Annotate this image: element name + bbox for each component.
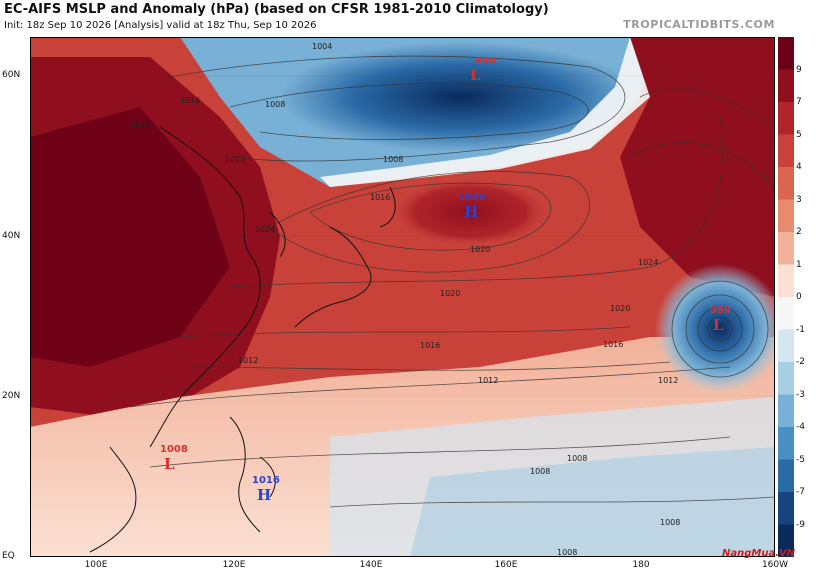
colorbar-swatch [778,362,794,395]
isobar-label: 1020 [610,304,630,313]
colorbar-label: 5 [796,129,802,140]
watermark-logo: NangMua.VN [722,548,796,559]
ne-pacific-warm [620,37,775,297]
colorbar-label: 1 [796,259,802,270]
low-2-value: 999 [710,305,731,316]
colorbar-label: 4 [796,162,802,172]
isobar-label: 1008 [567,454,587,463]
isobar-label: 1012 [658,376,678,385]
colorbar-swatch [778,37,794,70]
isobar-label: 1008 [265,100,285,109]
lon-label-120e: 120E [222,560,246,570]
colorbar-swatch [778,297,794,330]
colorbar-label: 3 [796,194,802,205]
isobar-label: 1012 [225,155,245,164]
high-2-marker: H [257,486,271,504]
colorbar-swatch [778,524,794,557]
low-3-marker: L [164,455,175,473]
colorbar-label: -7 [796,487,805,497]
low-1-value: 990 [475,56,496,67]
lat-label-60n: 60N [2,70,21,80]
colorbar-swatch [778,199,794,233]
colorbar-label: 0 [796,292,802,302]
isobar-label: 1012 [238,356,258,365]
colorbar-label: -3 [796,389,805,400]
isobar-label: 1024 [255,225,275,234]
lat-label-eq: EQ [2,551,15,561]
low-2-marker: L [713,316,724,334]
isobar-label: 1020 [440,289,460,298]
isobar-label: 1004 [312,42,332,51]
colorbar-label: -9 [796,519,805,530]
high-1-marker: H [464,203,478,221]
colorbar-swatch [778,394,794,428]
lon-label-160e: 160E [494,560,518,570]
isobar-label: 1008 [660,518,680,527]
colorbar-swatch [778,264,794,298]
high-core-anomaly [390,177,550,247]
colorbar-swatch [778,232,794,265]
colorbar-swatch [778,329,794,363]
colorbar-swatch [778,69,794,103]
isobar-label: 1012 [478,376,498,385]
lat-label-40n: 40N [2,231,21,241]
lon-label-180: 180 [632,560,650,570]
low-3-value: 1008 [160,444,188,455]
isobar-label: 1016 [603,340,623,349]
isobar-label: 1020 [470,245,490,254]
isobar-label: 1016 [180,96,200,105]
grid-lines [30,75,775,397]
asia-core-anomaly [30,107,230,367]
lon-label-140e: 140E [359,560,383,570]
high-2-value: 1016 [252,475,280,486]
isobar-label: 1016 [420,341,440,350]
map-subtitle: Init: 18z Sep 10 2026 [Analysis] valid a… [4,20,317,31]
isobar-label: 1024 [638,258,658,267]
isobar-label: 1020 [130,120,150,129]
colorbar-swatch [778,492,794,525]
isobar-label-group: 1004 1008 1016 1020 1024 1012 1008 1016 … [130,42,680,557]
transition-zone [320,37,670,187]
high-1-value: 1028 [458,192,486,203]
pressure-centers: 990 L 1028 H 999 L 1008 L 1016 H [160,56,731,504]
brand-label: TROPICALTIDBITS.COM [623,18,775,31]
colorbar-label: -1 [796,324,805,335]
map-frame [30,37,775,557]
anomaly-map: 1004 1008 1016 1020 1024 1012 1008 1016 … [30,37,775,557]
colorbar-label: -4 [796,422,805,432]
colorbar-label: -2 [796,357,805,367]
isobar-label: 1008 [383,155,403,164]
isobars [129,55,775,508]
isobar-label: 1008 [530,467,550,476]
low-1-marker: L [470,66,481,84]
lon-label-100e: 100E [84,560,108,570]
siberia-core [280,42,640,152]
isobar-label: 1016 [370,193,390,202]
lat-label-20n: 20N [2,391,21,401]
map-title: EC-AIFS MSLP and Anomaly (hPa) (based on… [4,2,549,17]
colorbar-swatch [778,459,794,493]
isobar-label: 1008 [557,548,577,557]
coastlines [89,126,396,553]
colorbar-label: 9 [796,64,802,75]
colorbar-label: -5 [796,454,805,465]
colorbar-swatch [778,102,794,135]
colorbar [778,37,794,557]
colorbar-swatch [778,167,794,200]
colorbar-label: 2 [796,227,802,237]
colorbar-swatch [778,134,794,168]
colorbar-swatch [778,427,794,460]
lon-label-160w: 160W [761,560,789,570]
colorbar-label: 7 [796,97,802,107]
